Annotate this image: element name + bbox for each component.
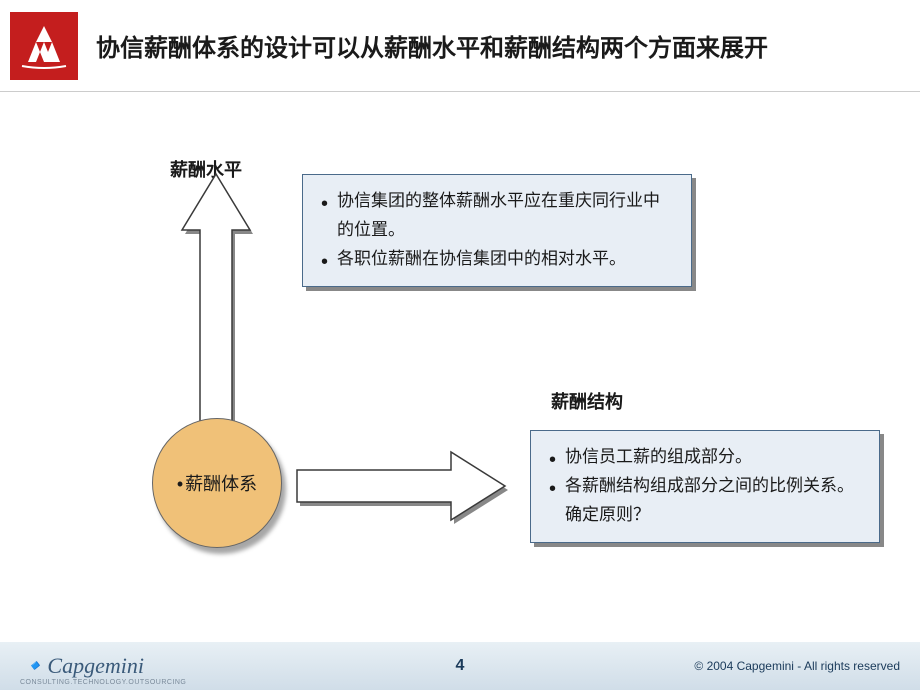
arrow-right-icon <box>293 448 511 526</box>
arrow-up-icon <box>178 170 254 428</box>
footer-logo-sub: CONSULTING.TECHNOLOGY.OUTSOURCING <box>20 679 186 686</box>
center-node-label: 薪酬体系 <box>177 470 257 496</box>
list-item: 各薪酬结构组成部分之间的比例关系。确定原则？ <box>549 472 861 530</box>
footer: 🔹Capgemini CONSULTING.TECHNOLOGY.OUTSOUR… <box>0 642 920 690</box>
list-item: 协信集团的整体薪酬水平应在重庆同行业中的位置。 <box>321 187 673 245</box>
footer-logo: 🔹Capgemini <box>20 653 144 679</box>
page-number: 4 <box>456 657 465 675</box>
copyright: © 2004 Capgemini - All rights reserved <box>694 659 900 673</box>
diagram-area: 薪酬水平 薪酬结构 协信集团的整体薪酬水平应在重庆同行业中的位置。 各职位薪酬在… <box>0 92 920 642</box>
page-title: 协信薪酬体系的设计可以从薪酬水平和薪酬结构两个方面来展开 <box>96 28 768 63</box>
center-node: 薪酬体系 <box>152 418 282 548</box>
header: 协信薪酬体系的设计可以从薪酬水平和薪酬结构两个方面来展开 <box>0 0 920 92</box>
info-box-salary-level: 协信集团的整体薪酬水平应在重庆同行业中的位置。 各职位薪酬在协信集团中的相对水平… <box>302 174 692 287</box>
list-item: 各职位薪酬在协信集团中的相对水平。 <box>321 245 673 274</box>
company-logo-icon <box>10 12 78 80</box>
list-item: 协信员工薪的组成部分。 <box>549 443 861 472</box>
info-box-salary-structure: 协信员工薪的组成部分。 各薪酬结构组成部分之间的比例关系。确定原则？ <box>530 430 880 543</box>
label-salary-structure: 薪酬结构 <box>551 388 623 414</box>
